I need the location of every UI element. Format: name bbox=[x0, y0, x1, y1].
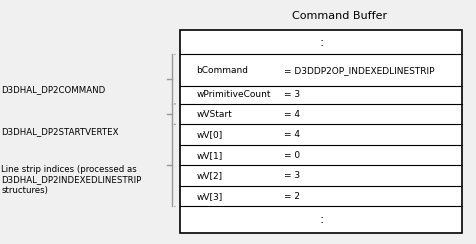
Text: = 3: = 3 bbox=[284, 171, 300, 180]
Text: = D3DDP2OP_INDEXEDLINESTRIP: = D3DDP2OP_INDEXEDLINESTRIP bbox=[284, 66, 434, 75]
Text: = 0: = 0 bbox=[284, 151, 300, 160]
Text: = 4: = 4 bbox=[284, 110, 299, 119]
Text: wVStart: wVStart bbox=[197, 110, 232, 119]
Text: wV[1]: wV[1] bbox=[197, 151, 223, 160]
Text: = 4: = 4 bbox=[284, 130, 299, 139]
Text: D3DHAL_DP2COMMAND: D3DHAL_DP2COMMAND bbox=[1, 85, 106, 94]
Text: :: : bbox=[319, 36, 323, 49]
Text: D3DHAL_DP2STARTVERTEX: D3DHAL_DP2STARTVERTEX bbox=[1, 127, 119, 136]
Text: wV[0]: wV[0] bbox=[197, 130, 223, 139]
FancyBboxPatch shape bbox=[180, 30, 462, 233]
Text: wPrimitiveCount: wPrimitiveCount bbox=[197, 90, 271, 99]
Text: :: : bbox=[319, 213, 323, 226]
Text: bCommand: bCommand bbox=[197, 66, 248, 75]
Text: wV[2]: wV[2] bbox=[197, 171, 223, 180]
Text: = 2: = 2 bbox=[284, 192, 299, 201]
Text: Line strip indices (processed as
D3DHAL_DP2INDEXEDLINESTRIP
structures): Line strip indices (processed as D3DHAL_… bbox=[1, 165, 142, 195]
Text: = 3: = 3 bbox=[284, 90, 300, 99]
Text: Command Buffer: Command Buffer bbox=[292, 11, 387, 21]
Text: wV[3]: wV[3] bbox=[197, 192, 223, 201]
